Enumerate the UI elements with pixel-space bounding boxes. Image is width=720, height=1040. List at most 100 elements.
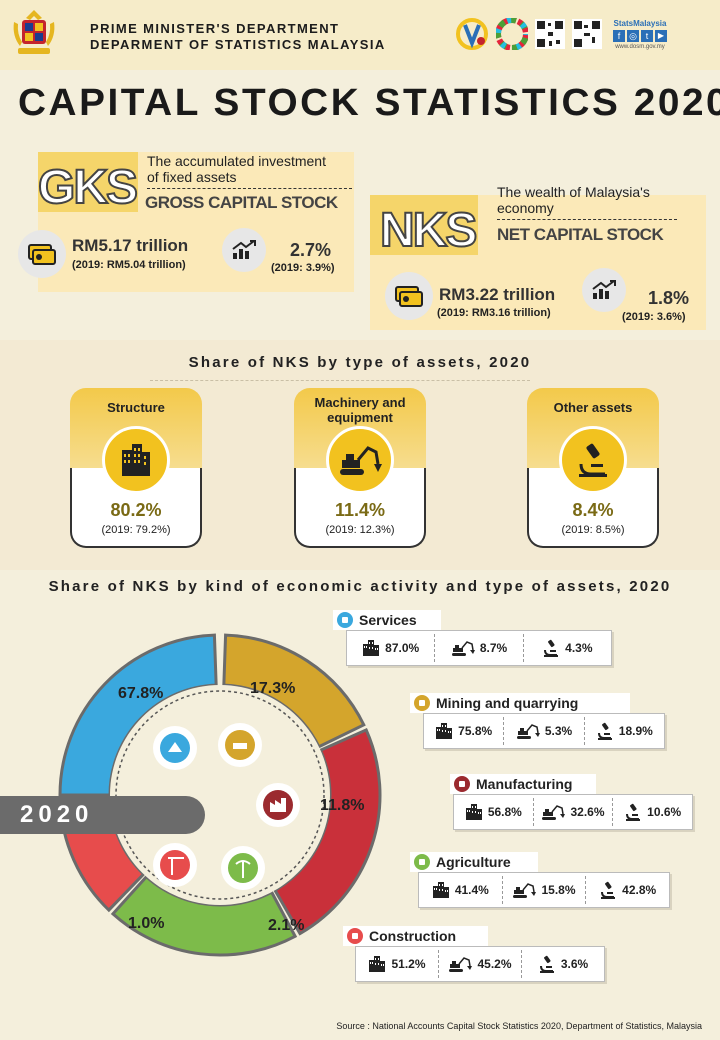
activity-name: Services <box>359 612 417 628</box>
activity-row: 41.4% 15.8% 42.8% <box>418 872 670 908</box>
asset-label-line-2: equipment <box>327 410 393 425</box>
asset-share: 11.4% <box>334 500 386 520</box>
activity-value: 5.3% <box>544 724 573 738</box>
activity-value: 4.3% <box>565 641 593 655</box>
gks-code-bg <box>38 152 138 212</box>
asset-section-title: Share of NKS by type of assets, 2020 <box>188 354 532 371</box>
activity-name: Manufacturing <box>476 776 573 792</box>
activity-icon <box>454 776 470 792</box>
page-title: CAPITAL STOCK STATISTICS 2020 <box>18 82 720 124</box>
slice-label-services: 67.8% <box>118 685 163 702</box>
asset-label: Structure <box>107 400 165 415</box>
activity-cell-other: 4.3% <box>524 634 611 662</box>
nks-code-bg <box>370 195 478 255</box>
activity-donut-chart: 67.8% 17.3% 11.8% 2.1% 1.0% <box>58 633 382 957</box>
microscope-icon <box>599 881 617 899</box>
activity-cell-machinery: 45.2% <box>439 950 522 978</box>
gks-growth: 2.7% <box>290 240 332 260</box>
gks-desc-line-2: of fixed assets <box>147 169 237 185</box>
asset-share-2019: (2019: 8.5%) <box>561 524 625 536</box>
year-label: 2020 <box>20 801 94 828</box>
instagram-icon[interactable]: ◎ <box>627 29 639 42</box>
asset-share-2019: (2019: 12.3%) <box>325 524 395 536</box>
activity-name: Agriculture <box>436 854 511 870</box>
asset-label: Machinery and equipment <box>294 395 426 425</box>
year-pill <box>0 796 205 834</box>
activity-cell-structure: 56.8% <box>454 798 534 826</box>
sdg-wheel-icon <box>496 18 528 50</box>
activity-icon <box>414 695 430 711</box>
department-names: PRIME MINISTER'S DEPARTMENT DEPARMENT OF… <box>90 21 386 53</box>
nks-desc-line-1: The wealth of Malaysia's <box>497 184 650 200</box>
gks-code: GKS <box>37 160 139 215</box>
youtube-icon[interactable]: ▶ <box>655 29 667 42</box>
asset-share: 8.4% <box>572 500 614 520</box>
activity-row: 75.8% 5.3% 18.9% <box>423 713 665 749</box>
social-label: StatsMalaysia <box>613 18 667 28</box>
microscope-icon <box>538 955 556 973</box>
asset-card-other: Other assets 8.4% (2019: 8.5%) <box>527 388 659 548</box>
building-icon <box>432 881 450 899</box>
activity-cell-structure: 87.0% <box>347 634 436 662</box>
dept-line-1: PRIME MINISTER'S DEPARTMENT <box>90 21 340 36</box>
activity-cell-other: 18.9% <box>585 717 664 745</box>
activity-heading: Agriculture <box>410 852 538 872</box>
dosm-logo-icon <box>456 18 488 50</box>
activity-value: 8.7% <box>479 641 508 655</box>
nks-description: The wealth of Malaysia's economy <box>497 184 650 216</box>
source-note: Source : National Accounts Capital Stock… <box>336 1021 702 1031</box>
asset-card-machinery: Machinery and equipment 11.4% (2019: 12.… <box>294 388 426 548</box>
activity-value: 3.6% <box>560 957 589 971</box>
asset-label-line-1: Machinery and <box>314 395 406 410</box>
building-icon <box>102 426 170 494</box>
divider <box>497 219 677 220</box>
activity-name: Mining and quarrying <box>436 695 579 711</box>
building-icon <box>362 639 380 657</box>
crest-logo <box>8 6 60 58</box>
activity-heading: Manufacturing <box>450 774 596 794</box>
asset-card-structure: Structure 80.2% (2019: 79.2%) <box>70 388 202 548</box>
microscope-icon <box>596 722 614 740</box>
money-icon <box>385 272 433 320</box>
website-link[interactable]: www.dosm.gov.my <box>615 43 665 50</box>
activity-heading: Services <box>333 610 441 630</box>
activity-cell-structure: 41.4% <box>419 876 503 904</box>
activity-value: 15.8% <box>541 883 576 897</box>
gks-growth-2019: (2019: 3.9%) <box>271 262 335 274</box>
excavator-icon <box>451 639 475 657</box>
slice-label-construction: 1.0% <box>128 915 164 932</box>
nks-name: NET CAPITAL STOCK <box>497 225 664 244</box>
activity-value: 41.4% <box>454 883 489 897</box>
activity-cell-other: 3.6% <box>522 950 604 978</box>
activity-cell-machinery: 8.7% <box>435 634 524 662</box>
activity-icon <box>347 928 363 944</box>
activity-cell-structure: 75.8% <box>424 717 505 745</box>
activity-value: 18.9% <box>618 724 653 738</box>
divider <box>147 188 352 189</box>
activity-cell-other: 10.6% <box>613 798 692 826</box>
nks-value: RM3.22 trillion <box>439 285 556 304</box>
asset-share-2019: (2019: 79.2%) <box>101 524 171 536</box>
twitter-icon[interactable]: t <box>641 29 653 42</box>
social-media-block: StatsMalaysia f ◎ t ▶ www.dosm.gov.my <box>609 19 671 50</box>
activity-icon <box>337 612 353 628</box>
donut-labels: 67.8% 17.3% 11.8% 2.1% 1.0% <box>118 680 364 934</box>
slice-label-mining: 17.3% <box>250 680 295 697</box>
gks-value-2019: (2019: RM5.04 trillion) <box>72 259 186 271</box>
growth-chart-icon <box>582 268 626 312</box>
gks-desc-line-1: The accumulated investment <box>147 153 326 169</box>
activity-heading: Construction <box>343 926 488 946</box>
nks-growth-2019: (2019: 3.6%) <box>622 311 686 323</box>
activity-cell-structure: 51.2% <box>356 950 439 978</box>
activity-value: 51.2% <box>391 957 426 971</box>
facebook-icon[interactable]: f <box>613 29 625 42</box>
asset-share: 80.2% <box>110 500 162 520</box>
activity-heading: Mining and quarrying <box>410 693 630 713</box>
slice-label-manufacturing: 11.8% <box>320 797 364 814</box>
activity-icon <box>414 854 430 870</box>
gks-name: GROSS CAPITAL STOCK <box>145 193 338 212</box>
partner-logos: StatsMalaysia f ◎ t ▶ www.dosm.gov.my <box>455 14 671 54</box>
activity-value: 42.8% <box>622 883 657 897</box>
nks-code: NKS <box>379 203 478 258</box>
dashed-line <box>150 380 530 381</box>
